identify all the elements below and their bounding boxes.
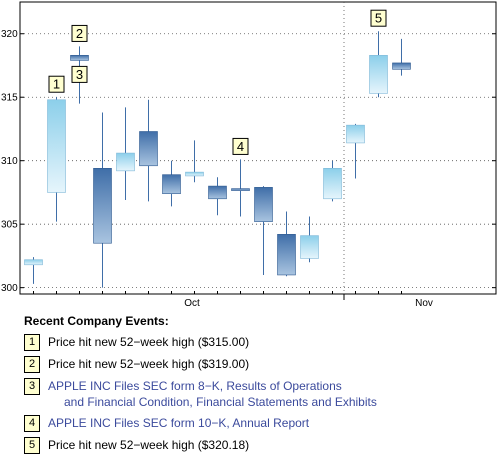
event-text: Price hit new 52−week high ($320.18) bbox=[48, 438, 250, 452]
candle-body bbox=[47, 99, 66, 193]
candle-body bbox=[116, 152, 135, 172]
candle-body bbox=[300, 235, 319, 259]
event-link-line2[interactable]: and Financial Condition, Financial State… bbox=[64, 395, 377, 409]
event-marker-box bbox=[232, 137, 249, 155]
candle-body bbox=[185, 171, 204, 177]
event-number: 4 bbox=[24, 415, 40, 432]
candle-body bbox=[323, 168, 342, 200]
y-tick-label: 315 bbox=[1, 93, 18, 104]
event-marker-box bbox=[48, 75, 65, 93]
candle-body bbox=[24, 259, 43, 266]
candles bbox=[24, 31, 411, 288]
grid bbox=[20, 2, 496, 294]
event-number: 5 bbox=[24, 437, 40, 454]
x-tick-label: Nov bbox=[415, 298, 433, 309]
x-axis: Oct Nov bbox=[33, 291, 433, 309]
candle-body bbox=[346, 124, 365, 144]
candlestick-chart: 300 305 310 315 320 Oct Nov 1 2 3 4 5 bbox=[1, 1, 497, 309]
plot-area bbox=[19, 1, 497, 295]
y-axis: 300 305 310 315 320 bbox=[1, 29, 496, 294]
event-number: 1 bbox=[24, 334, 40, 351]
candle-body bbox=[369, 55, 388, 94]
event-item[interactable]: 4 APPLE INC Files SEC form 10−K, Annual … bbox=[24, 415, 494, 432]
candle-body bbox=[93, 168, 112, 244]
candle-body bbox=[70, 55, 89, 61]
event-marker-label: 1 bbox=[53, 77, 60, 92]
event-text: Price hit new 52−week high ($319.00) bbox=[48, 357, 250, 371]
event-link-line1[interactable]: APPLE INC Files SEC form 8−K, Results of… bbox=[48, 379, 342, 393]
event-item: 2 Price hit new 52−week high ($319.00) bbox=[24, 356, 494, 373]
y-tick-label: 310 bbox=[1, 156, 18, 167]
candle-body bbox=[277, 234, 296, 276]
y-tick-label: 300 bbox=[1, 283, 18, 294]
event-item[interactable]: 3 APPLE INC Files SEC form 8−K, Results … bbox=[24, 378, 494, 410]
event-marker-label: 4 bbox=[237, 139, 244, 154]
event-text: Price hit new 52−week high ($315.00) bbox=[48, 335, 250, 349]
candle-body bbox=[254, 187, 273, 222]
y-tick-label: 305 bbox=[1, 220, 18, 231]
event-number: 3 bbox=[24, 378, 40, 395]
event-link[interactable]: APPLE INC Files SEC form 10−K, Annual Re… bbox=[48, 416, 310, 430]
events-title: Recent Company Events: bbox=[24, 314, 169, 328]
candle-body bbox=[392, 62, 411, 70]
event-marker-label: 5 bbox=[375, 11, 382, 26]
event-markers: 1 2 3 4 5 bbox=[48, 9, 387, 155]
event-number: 2 bbox=[24, 356, 40, 373]
candle-body bbox=[231, 188, 250, 191]
event-item: 1 Price hit new 52−week high ($315.00) bbox=[24, 334, 494, 351]
candle-body bbox=[162, 174, 181, 195]
candle-body bbox=[208, 185, 227, 200]
x-tick-label: Oct bbox=[184, 298, 200, 309]
event-link[interactable]: APPLE INC Files SEC form 8−K, Results of… bbox=[48, 378, 377, 410]
candle-body bbox=[139, 131, 158, 167]
event-marker-label: 3 bbox=[76, 67, 83, 82]
event-marker-box bbox=[71, 24, 88, 42]
event-marker-label: 2 bbox=[76, 26, 83, 41]
y-tick-label: 320 bbox=[1, 29, 18, 40]
event-marker-box bbox=[370, 9, 387, 27]
event-item: 5 Price hit new 52−week high ($320.18) bbox=[24, 437, 494, 454]
event-marker-box bbox=[71, 65, 88, 83]
events-panel: Recent Company Events: 1 Price hit new 5… bbox=[24, 314, 494, 459]
